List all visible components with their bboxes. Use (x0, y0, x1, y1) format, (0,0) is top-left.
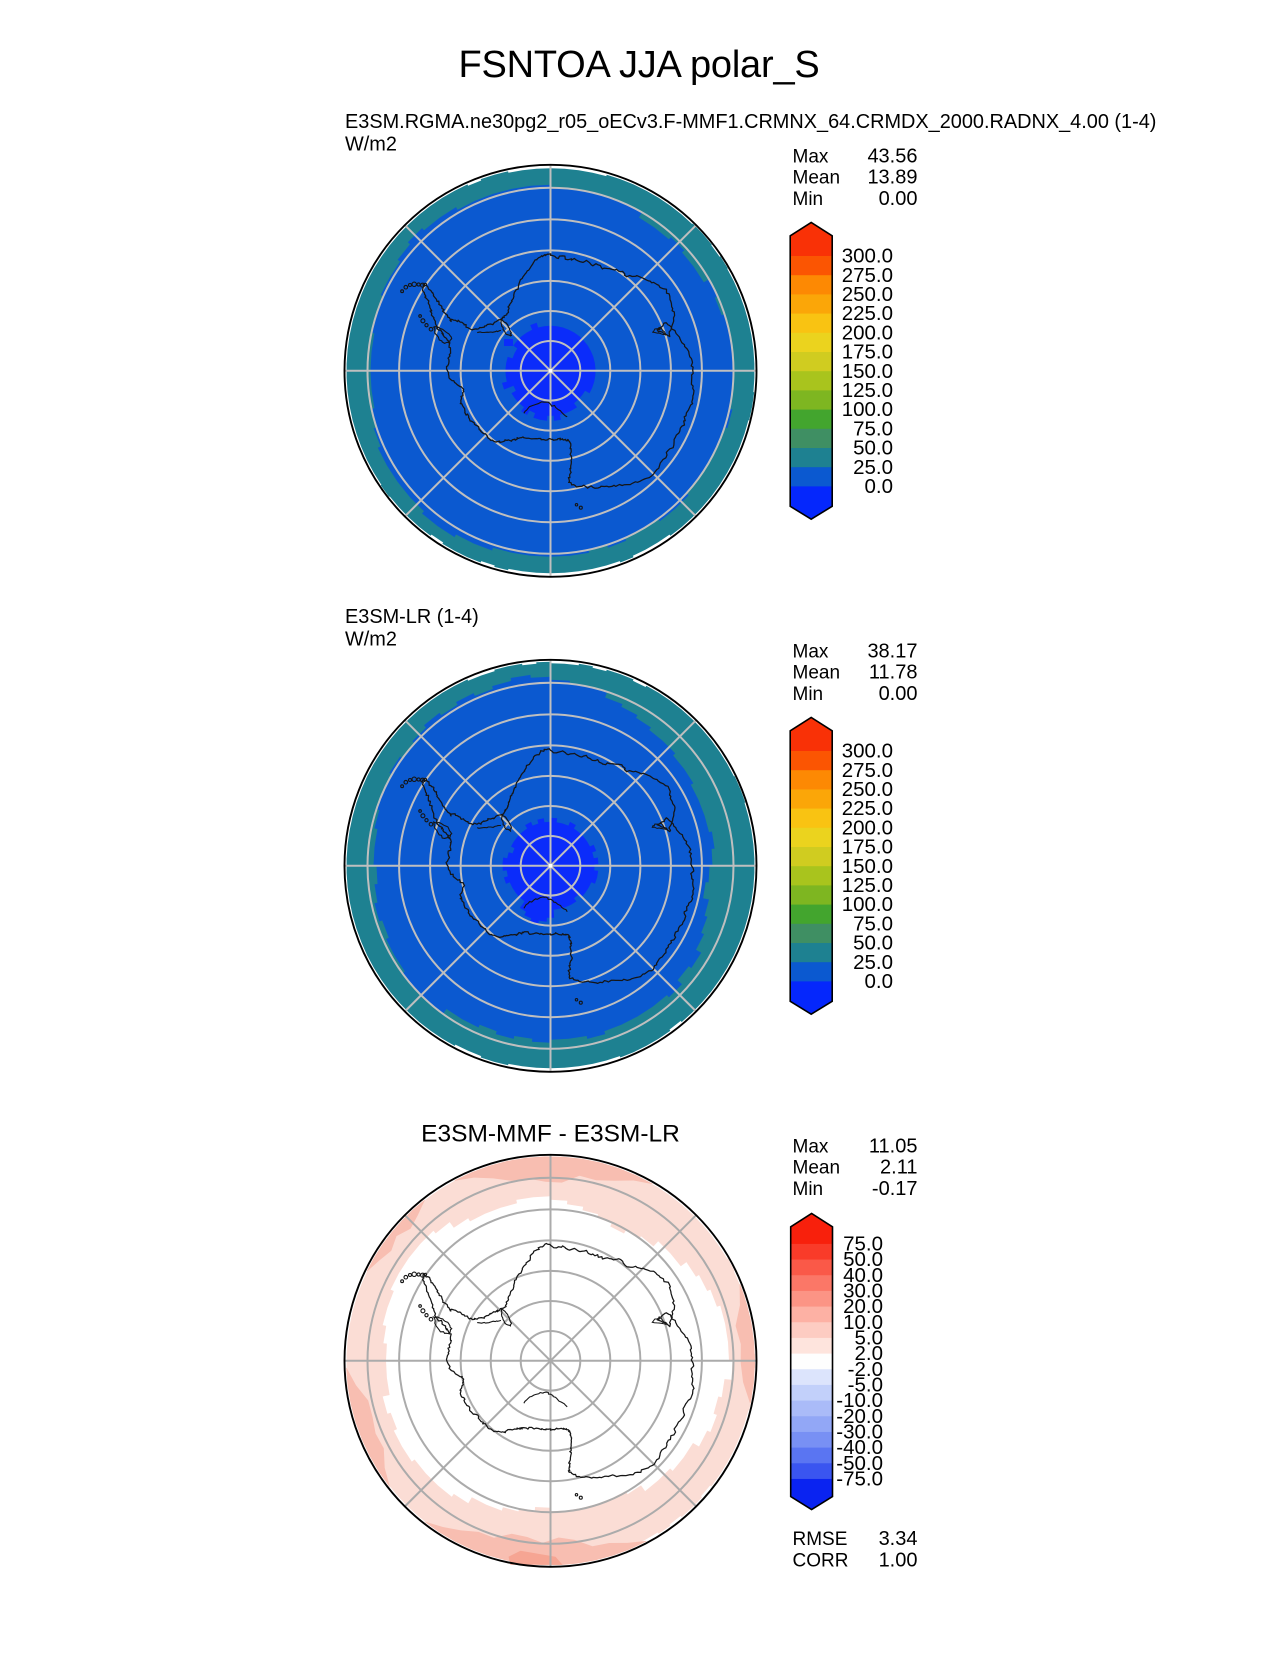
svg-text:200.0: 200.0 (842, 321, 893, 344)
svg-text:13.89: 13.89 (867, 167, 917, 189)
svg-text:-30.0: -30.0 (836, 1421, 883, 1444)
svg-text:-0.17: -0.17 (872, 1178, 918, 1200)
svg-text:0.00: 0.00 (879, 683, 918, 705)
svg-text:125.0: 125.0 (842, 379, 893, 402)
svg-text:11.78: 11.78 (869, 662, 918, 684)
svg-text:175.0: 175.0 (842, 341, 893, 364)
svg-text:75.0: 75.0 (853, 912, 893, 935)
svg-text:25.0: 25.0 (853, 456, 893, 479)
svg-text:5.0: 5.0 (855, 1327, 884, 1350)
svg-text:175.0: 175.0 (842, 836, 893, 859)
svg-text:-20.0: -20.0 (836, 1405, 883, 1428)
svg-text:0.0: 0.0 (865, 970, 894, 993)
svg-text:W/m2: W/m2 (345, 134, 397, 156)
svg-text:275.0: 275.0 (842, 264, 893, 287)
svg-text:200.0: 200.0 (842, 816, 893, 839)
svg-text:300.0: 300.0 (842, 245, 893, 268)
svg-text:Mean: Mean (793, 663, 841, 684)
svg-text:3.34: 3.34 (879, 1528, 918, 1550)
svg-text:275.0: 275.0 (842, 759, 893, 782)
svg-text:E3SM.RGMA.ne30pg2_r05_oECv3.F-: E3SM.RGMA.ne30pg2_r05_oECv3.F-MMF1.CRMNX… (345, 111, 1156, 133)
svg-text:-5.0: -5.0 (848, 1374, 883, 1397)
svg-text:25.0: 25.0 (853, 951, 893, 974)
svg-text:43.56: 43.56 (867, 145, 917, 167)
svg-text:75.0: 75.0 (853, 417, 893, 440)
svg-text:-2.0: -2.0 (848, 1358, 883, 1381)
svg-text:FSNTOA JJA polar_S: FSNTOA JJA polar_S (458, 44, 819, 86)
svg-text:-40.0: -40.0 (836, 1436, 883, 1459)
svg-text:225.0: 225.0 (842, 302, 893, 325)
svg-text:Max: Max (793, 641, 829, 662)
svg-text:Mean: Mean (793, 1158, 841, 1179)
svg-text:150.0: 150.0 (842, 855, 893, 878)
svg-text:75.0: 75.0 (843, 1233, 883, 1256)
svg-text:11.05: 11.05 (869, 1135, 918, 1157)
svg-text:50.0: 50.0 (843, 1248, 883, 1271)
svg-text:-50.0: -50.0 (836, 1452, 883, 1475)
svg-text:150.0: 150.0 (842, 360, 893, 383)
svg-text:Min: Min (793, 189, 824, 210)
svg-text:100.0: 100.0 (842, 893, 893, 916)
svg-text:30.0: 30.0 (843, 1280, 883, 1303)
svg-text:-75.0: -75.0 (836, 1468, 883, 1491)
svg-text:1.00: 1.00 (879, 1549, 918, 1571)
svg-text:50.0: 50.0 (853, 932, 893, 955)
svg-text:0.00: 0.00 (879, 188, 918, 210)
svg-text:125.0: 125.0 (842, 874, 893, 897)
svg-text:250.0: 250.0 (842, 283, 893, 306)
svg-text:20.0: 20.0 (843, 1295, 883, 1318)
svg-text:38.17: 38.17 (867, 640, 917, 662)
svg-text:10.0: 10.0 (843, 1311, 883, 1334)
svg-text:Min: Min (793, 1179, 824, 1200)
svg-text:225.0: 225.0 (842, 797, 893, 820)
svg-text:Mean: Mean (793, 168, 841, 189)
svg-text:Max: Max (793, 1136, 829, 1157)
svg-text:Max: Max (793, 146, 829, 167)
svg-text:2.11: 2.11 (880, 1157, 917, 1179)
svg-text:0.0: 0.0 (865, 475, 894, 498)
svg-text:2.0: 2.0 (855, 1342, 884, 1365)
svg-text:W/m2: W/m2 (345, 629, 397, 651)
svg-text:CORR: CORR (793, 1550, 849, 1571)
svg-text:E3SM-LR (1-4): E3SM-LR (1-4) (345, 606, 479, 628)
svg-text:-10.0: -10.0 (836, 1389, 883, 1412)
svg-text:RMSE: RMSE (793, 1529, 848, 1550)
svg-text:250.0: 250.0 (842, 778, 893, 801)
svg-text:Min: Min (793, 684, 824, 705)
svg-text:100.0: 100.0 (842, 398, 893, 421)
svg-text:300.0: 300.0 (842, 740, 893, 763)
svg-text:E3SM-MMF - E3SM-LR: E3SM-MMF - E3SM-LR (421, 1120, 680, 1147)
svg-text:50.0: 50.0 (853, 437, 893, 460)
svg-text:40.0: 40.0 (843, 1264, 883, 1287)
